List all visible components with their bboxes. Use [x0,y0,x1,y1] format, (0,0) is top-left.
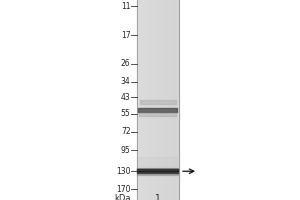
Text: 17: 17 [121,31,130,40]
Text: 26: 26 [121,59,130,68]
Text: 55: 55 [121,109,130,118]
Text: 11: 11 [121,2,130,11]
Text: 1: 1 [154,194,160,200]
Text: 34: 34 [121,77,130,86]
Text: 43: 43 [121,93,130,102]
Text: 95: 95 [121,146,130,155]
Text: 170: 170 [116,185,130,194]
Text: 72: 72 [121,127,130,136]
Text: kDa: kDa [114,194,130,200]
Text: 130: 130 [116,167,130,176]
